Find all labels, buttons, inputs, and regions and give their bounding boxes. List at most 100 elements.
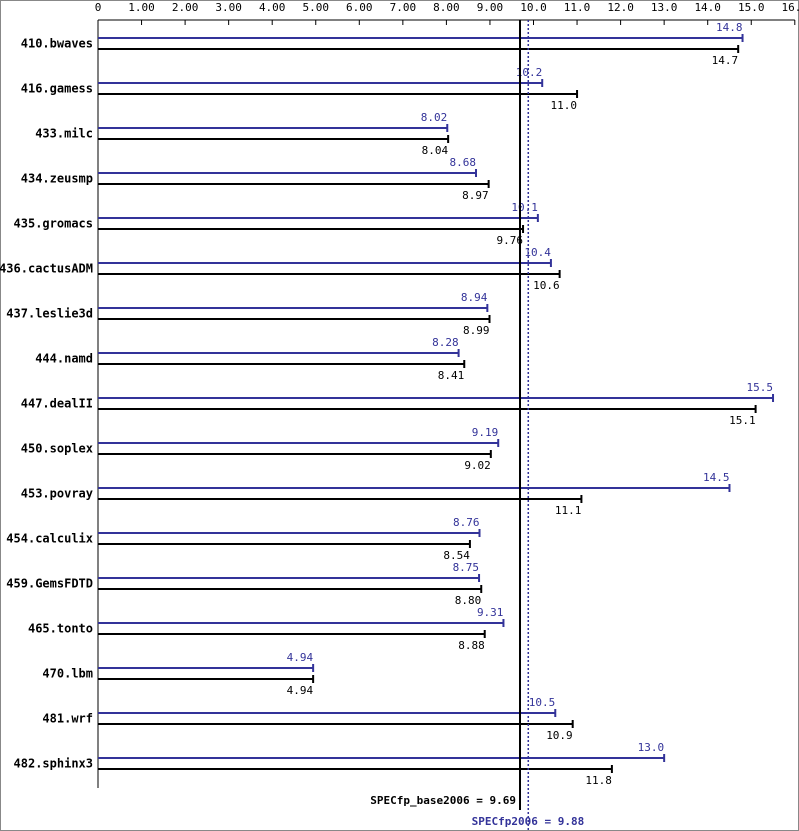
value-label: 4.94 (287, 684, 314, 697)
x-tick-label: 6.00 (346, 1, 373, 14)
value-label: 9.31 (477, 606, 504, 619)
bar (98, 450, 492, 458)
category-label: 447.dealII (21, 397, 93, 411)
value-label: 14.7 (712, 54, 739, 67)
category-label: 435.gromacs (14, 217, 93, 231)
x-tick-label: 1.00 (128, 1, 155, 14)
value-label: 9.76 (497, 234, 524, 247)
category-label: 465.tonto (28, 622, 93, 636)
value-label: 9.02 (464, 459, 491, 472)
bar (98, 135, 450, 143)
bar (98, 90, 579, 98)
bar (98, 360, 466, 368)
value-label: 8.54 (443, 549, 470, 562)
value-label: 8.41 (438, 369, 465, 382)
bar (98, 169, 478, 177)
x-tick-label: 4.00 (259, 1, 286, 14)
value-label: 13.0 (638, 741, 665, 754)
bar (98, 630, 486, 638)
category-label: 482.sphinx3 (14, 757, 93, 771)
value-label: 8.97 (462, 189, 489, 202)
bar (98, 675, 315, 683)
bar (98, 484, 731, 492)
bar (98, 585, 483, 593)
category-label: 434.zeusmp (21, 172, 93, 186)
bar (98, 664, 315, 672)
x-tick-label: 10.0 (520, 1, 547, 14)
x-tick-label: 5.00 (303, 1, 330, 14)
bar (98, 214, 539, 222)
category-label: 416.gamess (21, 82, 93, 96)
value-label: 14.5 (703, 471, 730, 484)
category-label: 459.GemsFDTD (6, 577, 93, 591)
category-label: 450.soplex (21, 442, 93, 456)
value-label: 8.04 (422, 144, 449, 157)
value-label: 8.02 (421, 111, 448, 124)
bar (98, 304, 489, 312)
category-label: 410.bwaves (21, 37, 93, 51)
bar (98, 439, 500, 447)
value-label: 11.0 (551, 99, 578, 112)
x-tick-label: 13.0 (651, 1, 678, 14)
x-tick-label: 14.0 (694, 1, 721, 14)
value-label: 10.4 (524, 246, 551, 259)
value-label: 11.1 (555, 504, 582, 517)
bar (98, 405, 757, 413)
x-tick-label: 11.0 (564, 1, 591, 14)
category-label: 433.milc (35, 127, 93, 141)
bar (98, 394, 775, 402)
bar (98, 349, 460, 357)
category-label: 481.wrf (42, 712, 93, 726)
x-tick-label: 8.00 (433, 1, 460, 14)
bar (98, 270, 561, 278)
category-label: 444.namd (35, 352, 93, 366)
x-tick-label: 3.00 (215, 1, 242, 14)
bar (98, 45, 740, 53)
value-label: 9.19 (472, 426, 499, 439)
x-tick-label: 9.00 (477, 1, 504, 14)
x-tick-label: 16.0 (782, 1, 799, 14)
value-label: 8.68 (450, 156, 477, 169)
summary-label: SPECfp2006 = 9.88 (472, 815, 585, 828)
value-label: 10.1 (511, 201, 538, 214)
bar (98, 540, 471, 548)
value-label: 15.1 (729, 414, 756, 427)
bar (98, 619, 505, 627)
x-tick-label: 12.0 (607, 1, 634, 14)
x-tick-label: 0 (95, 1, 102, 14)
bar (98, 315, 491, 323)
summary-label: SPECfp_base2006 = 9.69 (370, 794, 516, 807)
x-tick-label: 7.00 (390, 1, 417, 14)
category-label: 437.leslie3d (6, 307, 93, 321)
value-label: 8.76 (453, 516, 480, 529)
value-label: 8.99 (463, 324, 490, 337)
bar (98, 225, 525, 233)
bar (98, 709, 557, 717)
value-label: 8.94 (461, 291, 488, 304)
value-label: 8.88 (458, 639, 485, 652)
value-label: 10.9 (546, 729, 573, 742)
category-label: 436.cactusADM (0, 262, 93, 276)
bar (98, 124, 449, 132)
category-label: 470.lbm (42, 667, 93, 681)
bar (98, 34, 744, 42)
x-tick-label: 2.00 (172, 1, 199, 14)
bar (98, 259, 552, 267)
value-label: 10.6 (533, 279, 560, 292)
value-label: 8.75 (453, 561, 480, 574)
bar (98, 765, 613, 773)
value-label: 8.28 (432, 336, 459, 349)
value-label: 4.94 (287, 651, 314, 664)
bar (98, 720, 574, 728)
x-tick-label: 15.0 (738, 1, 765, 14)
bar (98, 495, 583, 503)
bar (98, 529, 481, 537)
value-label: 11.8 (585, 774, 612, 787)
bar (98, 574, 481, 582)
value-label: 15.5 (747, 381, 774, 394)
bar (98, 180, 490, 188)
category-label: 454.calculix (6, 532, 93, 546)
